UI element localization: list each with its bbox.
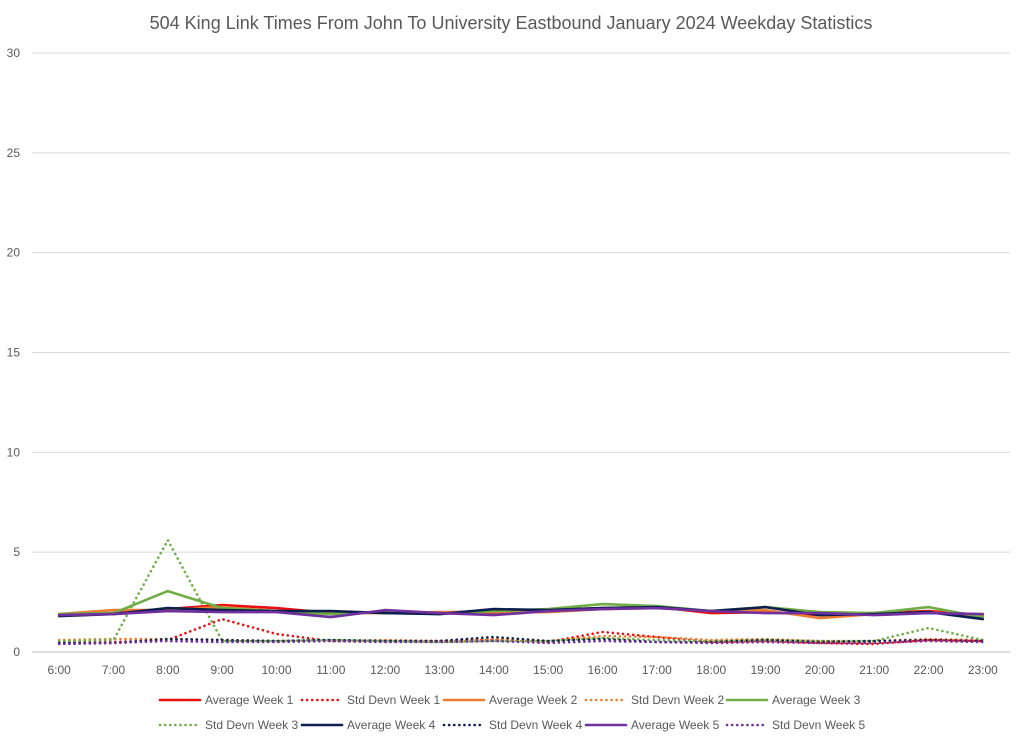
- x-tick-label: 12:00: [370, 663, 400, 677]
- x-tick-label: 15:00: [533, 663, 563, 677]
- x-tick-label: 17:00: [642, 663, 672, 677]
- series-line-9: [57, 606, 985, 619]
- x-tick-label: 19:00: [750, 663, 780, 677]
- y-tick-label: 10: [7, 445, 21, 459]
- x-tick-label: 22:00: [913, 663, 943, 677]
- x-tick-label: 16:00: [587, 663, 617, 677]
- legend-label: Average Week 2: [489, 693, 578, 707]
- legend-label: Average Week 4: [347, 718, 436, 732]
- legend: Average Week 1 Std Devn Week 1 Average Wee…: [158, 693, 865, 732]
- x-tick-label: 21:00: [859, 663, 889, 677]
- x-tick-label: 18:00: [696, 663, 726, 677]
- x-tick-label: 11:00: [316, 663, 345, 677]
- x-tick-label: 20:00: [805, 663, 835, 677]
- x-tick-label: 9:00: [210, 663, 234, 677]
- x-tick-label: 13:00: [424, 663, 454, 677]
- series-lines: [57, 538, 985, 646]
- y-tick-label: 30: [7, 46, 21, 60]
- gridlines: [32, 52, 1010, 653]
- x-tick-label: 14:00: [479, 663, 509, 677]
- x-tick-label: 6:00: [47, 663, 71, 677]
- y-tick-label: 20: [7, 246, 21, 260]
- y-tick-label: 5: [13, 545, 20, 559]
- chart-title: 504 King Link Times From John To Univers…: [150, 13, 873, 33]
- x-tick-label: 8:00: [156, 663, 180, 677]
- legend-label: Average Week 1: [205, 693, 294, 707]
- series-line-6: [57, 538, 985, 644]
- legend-label: Std Devn Week 5: [772, 718, 865, 732]
- legend-label: Std Devn Week 1: [347, 693, 440, 707]
- x-tick-label: 10:00: [261, 663, 291, 677]
- x-tick-label: 23:00: [968, 663, 998, 677]
- series-line-10: [57, 639, 985, 646]
- legend-label: Std Devn Week 4: [489, 718, 582, 732]
- y-tick-label: 0: [13, 645, 20, 659]
- y-axis-ticks: 0 5 10 15 20 25 30: [7, 46, 21, 659]
- y-tick-label: 25: [7, 146, 21, 160]
- legend-label: Std Devn Week 3: [205, 718, 298, 732]
- legend-label: Std Devn Week 2: [631, 693, 724, 707]
- x-tick-label: 7:00: [102, 663, 126, 677]
- legend-label: Average Week 3: [772, 693, 861, 707]
- series-line-7: [57, 605, 985, 621]
- y-tick-label: 15: [7, 346, 21, 360]
- x-axis-ticks: 6:00 7:00 8:00 9:00 10:00 11:00 12:00 13:00 14:0…: [47, 663, 998, 677]
- legend-label: Average Week 5: [631, 718, 720, 732]
